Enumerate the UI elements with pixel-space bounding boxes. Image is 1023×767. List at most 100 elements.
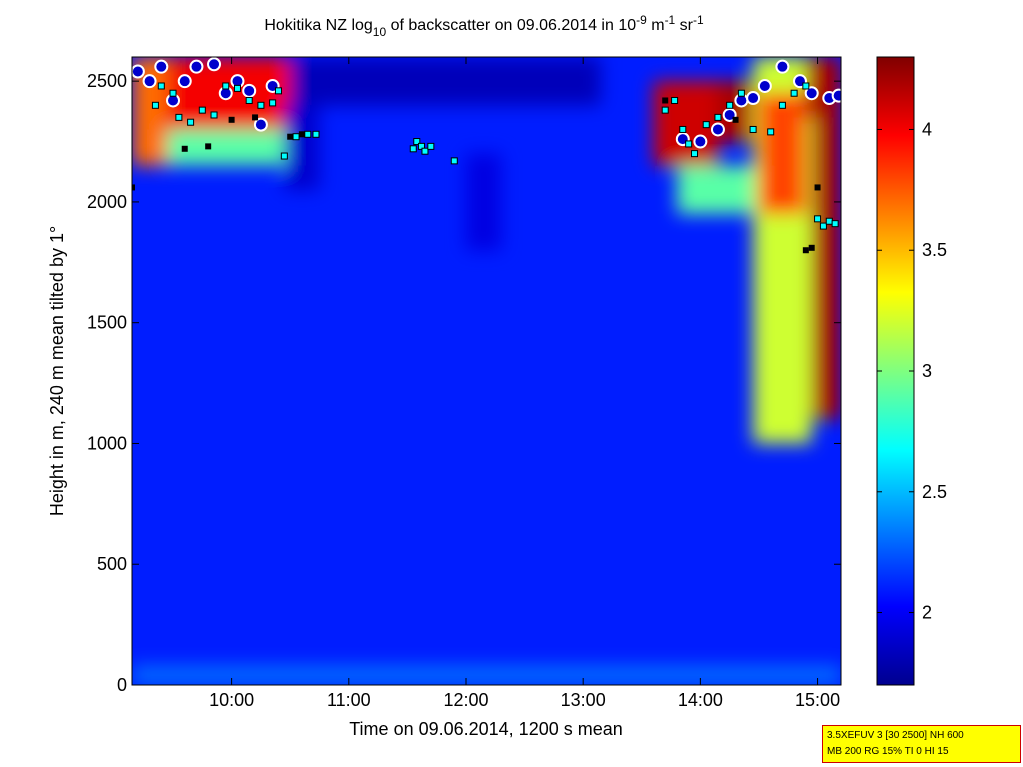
cyan-square-marker: [831, 220, 839, 228]
red-circle-marker: [804, 86, 819, 101]
black-square-marker: [205, 143, 212, 150]
cyan-square-marker: [737, 89, 745, 97]
black-square-marker: [732, 116, 739, 123]
cyan-square-marker: [304, 130, 312, 138]
black-square-marker: [298, 131, 305, 138]
black-square-marker: [181, 145, 188, 152]
cyan-square-marker: [790, 89, 798, 97]
heatmap-region: [676, 165, 759, 214]
cyan-square-marker: [222, 82, 230, 90]
y-tick-label: 1500: [87, 313, 127, 333]
cyan-square-marker: [825, 217, 833, 225]
heatmap-region: [465, 153, 502, 251]
y-tick-label: 1000: [87, 433, 127, 453]
cyan-square-marker: [198, 106, 206, 114]
cyan-square-marker: [767, 128, 775, 136]
red-circle-marker: [189, 59, 204, 74]
cyan-square-marker: [157, 82, 165, 90]
colorbar-ticks: 2 2.5 3 3.5 4: [877, 119, 947, 623]
x-tick-label: 13:00: [561, 690, 606, 710]
y-axis: 0 500 1000 1500 2000 2500: [87, 71, 841, 695]
y-tick-label: 500: [97, 554, 127, 574]
cyan-square-marker: [702, 121, 710, 129]
red-circle-marker: [710, 122, 725, 137]
info-box-line-1: 3.5XEFUV 3 [30 2500] NH 600: [827, 730, 964, 741]
colorbar-tick-label: 3: [922, 361, 932, 381]
x-tick-label: 14:00: [678, 690, 723, 710]
cyan-square-marker: [233, 84, 241, 92]
black-square-marker: [132, 184, 135, 191]
x-tick-label: 11:00: [327, 690, 371, 710]
black-square-marker: [228, 116, 235, 123]
cyan-square-marker: [778, 101, 786, 109]
cyan-square-marker: [274, 87, 282, 95]
red-circle-marker: [142, 74, 157, 89]
y-tick-label: 2500: [87, 71, 127, 91]
cyan-square-marker: [312, 130, 320, 138]
cyan-square-marker: [671, 96, 679, 104]
cyan-square-marker: [245, 96, 253, 104]
cyan-square-marker: [409, 145, 417, 153]
black-square-marker: [662, 97, 669, 104]
colorbar-tick-label: 2.5: [922, 482, 947, 502]
x-tick-label: 15:00: [795, 690, 840, 710]
red-circle-marker: [177, 74, 192, 89]
cyan-square-marker: [427, 142, 435, 150]
cyan-square-marker: [187, 118, 195, 126]
cyan-square-marker: [802, 82, 810, 90]
cyan-square-marker: [175, 113, 183, 121]
cyan-square-marker: [413, 138, 421, 146]
heatmap-region: [290, 57, 601, 106]
cyan-square-marker: [679, 125, 687, 133]
red-circle-marker: [154, 59, 169, 74]
y-tick-label: 2000: [87, 192, 127, 212]
red-circle-marker: [132, 64, 145, 79]
cyan-square-marker: [280, 152, 288, 160]
marker-layer: [132, 57, 841, 254]
cyan-square-marker: [691, 150, 699, 158]
x-axis-label: Time on 09.06.2014, 1200 s mean: [349, 719, 623, 739]
x-tick-label: 10:00: [209, 690, 254, 710]
red-circle-marker: [757, 78, 772, 93]
black-square-marker: [802, 247, 809, 254]
black-square-marker: [808, 244, 815, 251]
x-tick-label: 12:00: [443, 690, 488, 710]
cyan-square-marker: [269, 99, 277, 107]
black-square-marker: [287, 133, 294, 140]
cyan-square-marker: [819, 222, 827, 230]
colorbar: [876, 56, 915, 686]
red-circle-marker: [693, 134, 708, 149]
cyan-square-marker: [292, 133, 300, 141]
cyan-square-marker: [814, 215, 822, 223]
cyan-square-marker: [151, 101, 159, 109]
heatmap-region: [284, 105, 320, 190]
y-tick-label: 0: [117, 675, 127, 695]
red-circle-marker: [253, 117, 268, 132]
heatmap-region: [758, 93, 806, 214]
plot-frame: [131, 56, 842, 686]
colorbar-tick-label: 4: [922, 119, 932, 139]
red-circle-marker: [242, 83, 257, 98]
heatmap-regions: [132, 57, 841, 685]
black-square-marker: [814, 184, 821, 191]
cyan-square-marker: [210, 111, 218, 119]
red-circle-marker: [775, 59, 790, 74]
black-square-marker: [252, 114, 259, 121]
cyan-square-marker: [257, 101, 265, 109]
chart-title: Hokitika NZ log10 of backscatter on 09.0…: [264, 13, 704, 39]
cyan-square-marker: [685, 140, 693, 148]
cyan-square-marker: [417, 142, 425, 150]
heatmap-region: [811, 117, 841, 420]
heatmap-plot-area: [132, 57, 841, 685]
cyan-square-marker: [169, 89, 177, 97]
heatmap-region: [132, 665, 841, 685]
red-circle-marker: [831, 88, 841, 103]
x-axis: 10:00 11:00 12:00 13:00 14:00 15:00: [209, 57, 840, 710]
y-axis-label: Height in m, 240 m mean tilted by 1°: [47, 226, 67, 516]
cyan-square-marker: [421, 147, 429, 155]
cyan-square-marker: [714, 113, 722, 121]
cyan-square-marker: [450, 157, 458, 165]
red-circle-marker: [746, 91, 761, 106]
cyan-square-marker: [661, 106, 669, 114]
